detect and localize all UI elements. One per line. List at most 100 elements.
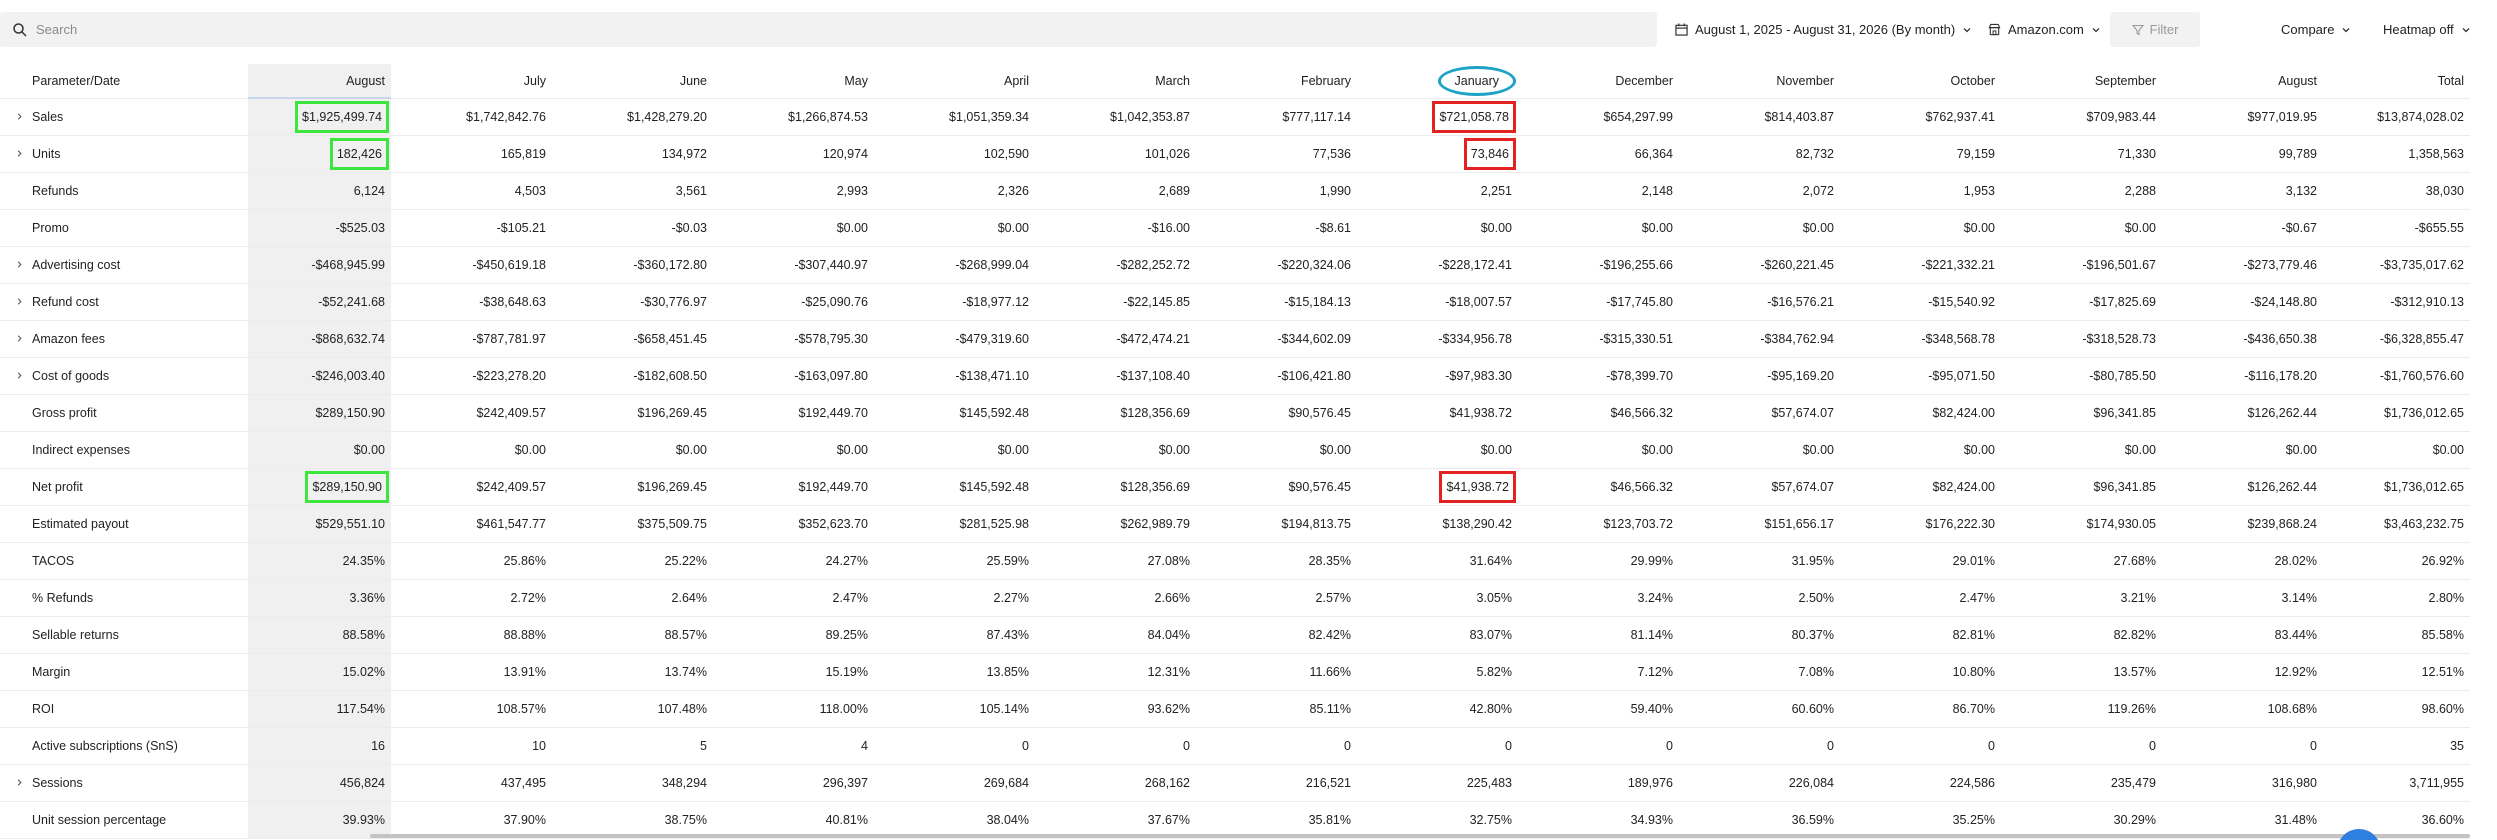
table-row: Refunds 6,124 4,503 3,561 2,993 2,326 2,689 1,9… <box>0 172 2470 210</box>
row-label-cell[interactable]: Sessions <box>0 764 248 802</box>
cell-value: 101,026 <box>1144 146 1190 161</box>
row-label-cell[interactable]: Amazon fees <box>0 320 248 358</box>
cell-value: 35.81% <box>1308 812 1351 827</box>
table-cell: 82,732 <box>1679 135 1840 173</box>
cell-value: $281,525.98 <box>959 516 1029 531</box>
cell-value: $0.00 <box>2432 442 2464 457</box>
cell-value: 0 <box>1666 738 1673 753</box>
table-cell: $814,403.87 <box>1679 98 1840 136</box>
cell-value: 42.80% <box>1469 701 1512 716</box>
heatmap-dropdown[interactable]: Heatmap off <box>2383 12 2471 47</box>
cell-value: $0.00 <box>1480 220 1512 235</box>
chevron-right-icon[interactable] <box>15 112 24 121</box>
column-header[interactable]: February <box>1196 64 1357 99</box>
search-input[interactable] <box>36 14 1536 45</box>
table-cell: 82.42% <box>1196 616 1357 654</box>
table-cell: $0.00 <box>2001 209 2162 247</box>
highlighted-cell-value-red: $41,938.72 <box>1439 470 1516 503</box>
table-cell: 189,976 <box>1518 764 1679 802</box>
table-row[interactable]: Units 182,426 165,819 134,972 120,974 102,590… <box>0 135 2470 173</box>
table-row[interactable]: Sessions 456,824 437,495 348,294 296,397 269,… <box>0 764 2470 802</box>
chevron-right-icon[interactable] <box>15 334 24 343</box>
row-label-cell[interactable]: Units <box>0 135 248 173</box>
table-row[interactable]: Sales $1,925,499.74 $1,742,842.76 $1,428,27… <box>0 98 2470 136</box>
table-cell: -$334,956.78 <box>1357 320 1518 358</box>
cell-value: 0 <box>1344 738 1351 753</box>
cell-value: $46,566.32 <box>1610 479 1673 494</box>
table-cell: $126,262.44 <box>2162 394 2323 432</box>
cell-value: 7.08% <box>1798 664 1834 679</box>
row-label-cell[interactable]: Cost of goods <box>0 357 248 395</box>
date-range-picker[interactable]: August 1, 2025 - August 31, 2026 (By mon… <box>1675 12 1972 47</box>
table-row[interactable]: Amazon fees -$868,632.74 -$787,781.97 -$658… <box>0 320 2470 358</box>
row-label-cell[interactable]: Refund cost <box>0 283 248 321</box>
table-cell: -$15,540.92 <box>1840 283 2001 321</box>
table-cell: 235,479 <box>2001 764 2162 802</box>
table-cell: 84.04% <box>1035 616 1196 654</box>
column-header[interactable]: May <box>713 64 874 99</box>
cell-value: 27.08% <box>1147 553 1190 568</box>
table-cell: $242,409.57 <box>391 468 552 506</box>
column-header[interactable]: September <box>2001 64 2162 99</box>
table-cell: 108.57% <box>391 690 552 728</box>
table-cell: $90,576.45 <box>1196 468 1357 506</box>
column-header[interactable]: June <box>552 64 713 99</box>
cell-value: 2.47% <box>832 590 868 605</box>
row-label: Cost of goods <box>32 368 110 383</box>
table-cell: 24.27% <box>713 542 874 580</box>
table-cell: 107.48% <box>552 690 713 728</box>
compare-dropdown[interactable]: Compare <box>2281 12 2351 47</box>
table-cell: 82.81% <box>1840 616 2001 654</box>
table-cell: $90,576.45 <box>1196 394 1357 432</box>
table-cell: $13,874,028.02 <box>2323 98 2470 136</box>
row-label: Sellable returns <box>32 627 119 642</box>
cell-value: $196,269.45 <box>637 405 707 420</box>
cell-value: 226,084 <box>1788 775 1834 790</box>
column-header[interactable]: April <box>874 64 1035 99</box>
help-button[interactable] <box>2337 829 2381 840</box>
cell-value: 2.47% <box>1959 590 1995 605</box>
chevron-right-icon[interactable] <box>15 260 24 269</box>
cell-value: $196,269.45 <box>637 479 707 494</box>
column-header[interactable]: November <box>1679 64 1840 99</box>
cell-value: 102,590 <box>983 146 1029 161</box>
cell-value: 120,974 <box>822 146 868 161</box>
table-cell: 134,972 <box>552 135 713 173</box>
column-header[interactable]: Total <box>2323 64 2470 99</box>
filter-button[interactable]: Filter <box>2110 12 2200 47</box>
table-row[interactable]: Advertising cost -$468,945.99 -$450,619.18… <box>0 246 2470 284</box>
cell-value: 2,148 <box>1641 183 1673 198</box>
chevron-right-icon[interactable] <box>15 149 24 158</box>
chevron-right-icon[interactable] <box>15 371 24 380</box>
table-cell: 35 <box>2323 727 2470 765</box>
table-row[interactable]: Cost of goods -$246,003.40 -$223,278.20 -$1… <box>0 357 2470 395</box>
table-cell: $262,989.79 <box>1035 505 1196 543</box>
row-label: Amazon fees <box>32 331 105 346</box>
column-header[interactable]: December <box>1518 64 1679 99</box>
table-cell: -$472,474.21 <box>1035 320 1196 358</box>
column-header[interactable]: January <box>1357 64 1518 99</box>
search-bar[interactable] <box>0 12 1657 47</box>
column-header[interactable]: March <box>1035 64 1196 99</box>
column-header[interactable]: August <box>248 64 391 99</box>
table-cell: 12.92% <box>2162 653 2323 691</box>
cell-value: 296,397 <box>822 775 868 790</box>
cell-value: -$97,983.30 <box>1445 368 1512 383</box>
horizontal-scrollbar[interactable] <box>370 834 2470 838</box>
cell-value: 98.60% <box>2421 701 2464 716</box>
cell-value: 7.12% <box>1637 664 1673 679</box>
row-label-cell[interactable]: Sales <box>0 98 248 136</box>
column-header[interactable]: October <box>1840 64 2001 99</box>
row-label-cell: Margin <box>0 653 248 691</box>
column-header[interactable]: July <box>391 64 552 99</box>
column-label: November <box>1776 73 1834 88</box>
cell-value: $1,051,359.34 <box>949 109 1029 124</box>
chevron-right-icon[interactable] <box>15 778 24 787</box>
column-header[interactable]: August <box>2162 64 2323 99</box>
table-row[interactable]: Refund cost -$52,241.68 -$38,648.63 -$30,77… <box>0 283 2470 321</box>
chevron-right-icon[interactable] <box>15 297 24 306</box>
cell-value: -$318,528.73 <box>2082 331 2156 346</box>
marketplace-selector[interactable]: Amazon.com <box>1988 12 2101 47</box>
table-cell: 29.99% <box>1518 542 1679 580</box>
row-label-cell[interactable]: Advertising cost <box>0 246 248 284</box>
